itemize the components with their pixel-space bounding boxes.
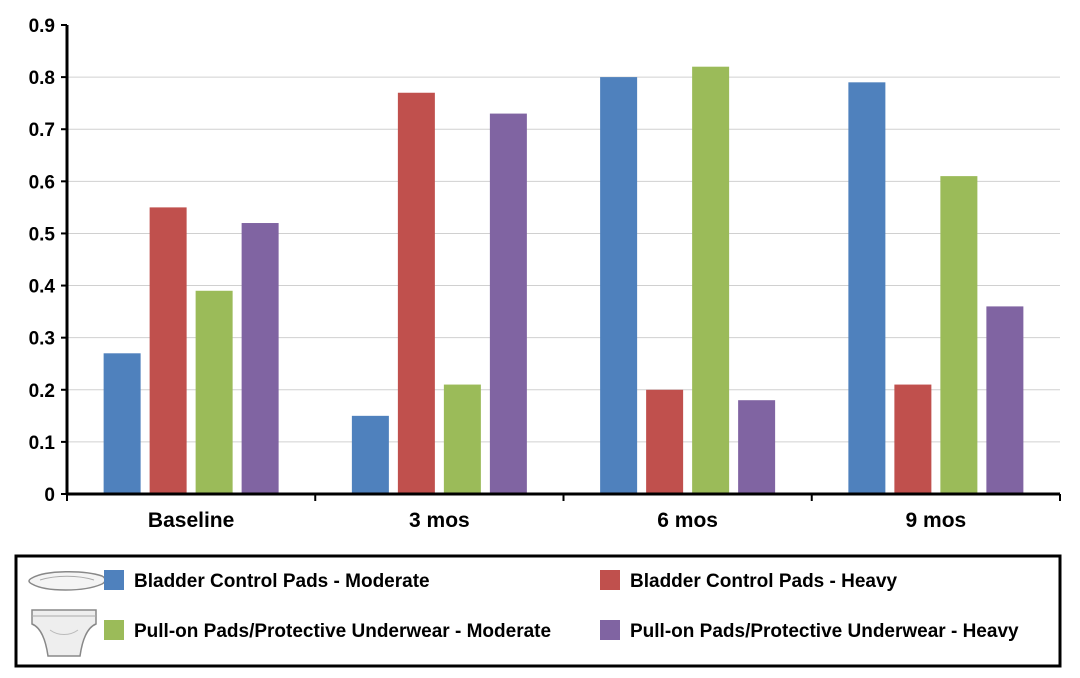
legend-swatch xyxy=(104,570,124,590)
x-tick-label: 6 mos xyxy=(657,509,718,532)
y-tick-label: 0 xyxy=(44,485,55,506)
x-axis-labels: Baseline 3 mos 6 mos 9 mos xyxy=(148,509,966,532)
bar xyxy=(600,77,638,494)
y-tick-label: 0.4 xyxy=(29,277,56,298)
y-tick-label: 0.9 xyxy=(29,16,55,37)
y-tick-label: 0.6 xyxy=(29,172,55,193)
bar xyxy=(986,306,1024,494)
y-tick-label: 0.5 xyxy=(29,224,56,245)
y-axis-ticks: 0 0.1 0.2 0.3 0.4 0.5 0.6 0.7 0.8 0.9 xyxy=(29,16,67,506)
legend-swatch xyxy=(600,570,620,590)
legend-box xyxy=(14,554,1062,668)
legend: Bladder Control Pads - Moderate Bladder C… xyxy=(14,554,1062,668)
legend-label: Bladder Control Pads - Heavy xyxy=(630,571,898,592)
bars-group xyxy=(103,66,1024,495)
bar xyxy=(397,92,435,494)
legend-label: Pull-on Pads/Protective Underwear - Heav… xyxy=(630,621,1019,642)
bar xyxy=(646,389,684,494)
y-tick-label: 0.7 xyxy=(29,120,55,141)
legend-swatch xyxy=(104,620,124,640)
bar xyxy=(195,290,233,494)
y-tick-label: 0.1 xyxy=(29,433,56,454)
bar xyxy=(241,223,279,494)
x-tick-label: 3 mos xyxy=(409,509,470,532)
x-tick-label: Baseline xyxy=(148,509,234,532)
bar xyxy=(692,66,730,494)
bar xyxy=(848,82,886,495)
bar xyxy=(149,207,187,494)
y-tick-label: 0.3 xyxy=(29,329,55,350)
y-tick-label: 0.2 xyxy=(29,381,55,402)
legend-label: Bladder Control Pads - Moderate xyxy=(134,571,430,592)
legend-swatch xyxy=(600,620,620,640)
bar xyxy=(443,384,481,494)
bar xyxy=(940,176,978,494)
bar xyxy=(894,384,932,494)
y-tick-label: 0.8 xyxy=(29,68,55,89)
legend-label: Pull-on Pads/Protective Underwear - Mode… xyxy=(134,621,551,642)
axes xyxy=(65,25,1061,501)
x-tick-label: 9 mos xyxy=(906,509,967,532)
bar xyxy=(351,415,389,494)
bar xyxy=(738,400,776,494)
bar xyxy=(489,113,527,494)
underwear-icon xyxy=(31,609,97,657)
pad-icon xyxy=(28,570,106,591)
bar xyxy=(103,353,141,494)
